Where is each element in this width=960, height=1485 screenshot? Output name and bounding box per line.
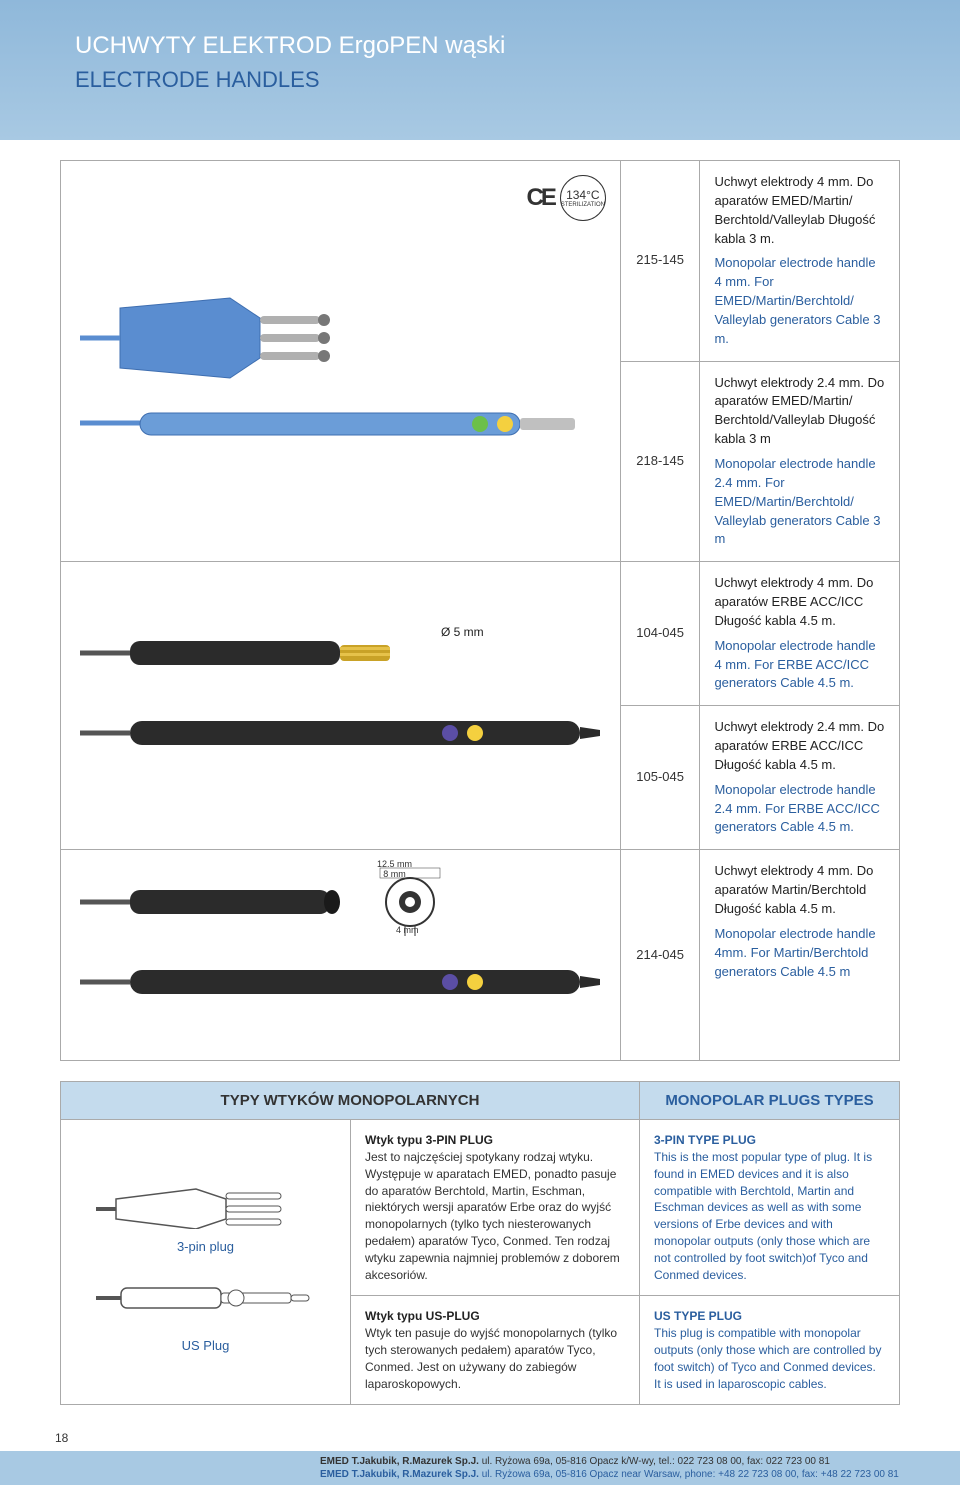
- desc-pl: Uchwyt elektrody 2.4 mm. Do aparatów EME…: [714, 374, 885, 449]
- desc-pl: Uchwyt elektrody 2.4 mm. Do aparatów ERB…: [714, 718, 885, 775]
- ce-mark-icon: CE: [526, 181, 553, 216]
- blue-handle-illustration: [80, 268, 600, 448]
- footer-address-1: ul. Ryżowa 69a, 05-816 Opacz k/W-wy, tel…: [479, 1456, 830, 1467]
- product-table: CE 134°C STERILIZATION: [60, 160, 900, 1061]
- desc-en: Monopolar electrode handle 4mm. For Mart…: [714, 925, 885, 982]
- header-title-pl: UCHWYTY ELEKTROD ErgoPEN wąski: [75, 30, 960, 61]
- product-description: Uchwyt elektrody 2.4 mm. Do aparatów EME…: [700, 361, 900, 562]
- plugs-table: TYPY WTYKÓW MONOPOLARNYCH MONOPOLAR PLUG…: [60, 1081, 900, 1405]
- product-description: Uchwyt elektrody 4 mm. Do aparatów EMED/…: [700, 161, 900, 362]
- footer-company-2: EMED T.Jakubik, R.Mazurek Sp.J.: [320, 1469, 479, 1480]
- product-image-cell: 12.5 mm 8 mm 4 mm: [61, 850, 621, 1061]
- us-plug-illustration: [96, 1268, 316, 1328]
- sterilization-temp: 134°C: [566, 189, 600, 201]
- diameter-label: Ø 5 mm: [441, 624, 484, 641]
- ring-inner-dim: 4 mm: [396, 926, 419, 936]
- page-footer: 18 EMED T.Jakubik, R.Mazurek Sp.J. ul. R…: [0, 1431, 960, 1485]
- plug-a-title-en: 3-PIN TYPE PLUG: [654, 1132, 885, 1149]
- plug-b-text-pl: Wtyk ten pasuje do wyjść monopolarnych (…: [365, 1325, 625, 1392]
- three-pin-plug-illustration: [96, 1169, 316, 1229]
- sterilization-badge: 134°C STERILIZATION: [560, 175, 606, 221]
- product-image-cell: CE 134°C STERILIZATION: [61, 161, 621, 562]
- ring-inner-dim-group: 4 mm: [396, 926, 419, 936]
- product-code: 214-045: [620, 850, 700, 1061]
- desc-pl: Uchwyt elektrody 4 mm. Do aparatów ERBE …: [714, 574, 885, 631]
- page-header: UCHWYTY ELEKTROD ErgoPEN wąski ELECTRODE…: [0, 0, 960, 140]
- product-description: Uchwyt elektrody 4 mm. Do aparatów Marti…: [700, 850, 900, 1061]
- footer-address-2: ul. Ryżowa 69a, 05-816 Opacz near Warsaw…: [479, 1469, 899, 1480]
- plug-a-desc-en: 3-PIN TYPE PLUG This is the most popular…: [639, 1120, 899, 1296]
- plug-name-3pin: 3-pin plug: [75, 1238, 336, 1256]
- plug-name-us: US Plug: [75, 1337, 336, 1355]
- dark-handle-illustration: [80, 613, 600, 793]
- product-description: Uchwyt elektrody 2.4 mm. Do aparatów ERB…: [700, 706, 900, 850]
- plugs-header-en: MONOPOLAR PLUGS TYPES: [639, 1082, 899, 1120]
- desc-en: Monopolar electrode handle 2.4 mm. For E…: [714, 455, 885, 549]
- ring-dimension-labels: 12.5 mm 8 mm: [377, 860, 412, 880]
- desc-pl: Uchwyt elektrody 4 mm. Do aparatów Marti…: [714, 862, 885, 919]
- plug-b-desc-pl: Wtyk typu US-PLUG Wtyk ten pasuje do wyj…: [351, 1296, 640, 1405]
- plug-a-desc-pl: Wtyk typu 3-PIN PLUG Jest to najczęściej…: [351, 1120, 640, 1296]
- sterilization-label: STERILIZATION: [561, 202, 605, 208]
- desc-en: Monopolar electrode handle 4 mm. For EME…: [714, 254, 885, 348]
- footer-strip: EMED T.Jakubik, R.Mazurek Sp.J. ul. Ryżo…: [0, 1451, 960, 1485]
- header-title-en: ELECTRODE HANDLES: [75, 67, 960, 93]
- footer-company-1: EMED T.Jakubik, R.Mazurek Sp.J.: [320, 1456, 479, 1467]
- plug-a-text-en: This is the most popular type of plug. I…: [654, 1149, 885, 1283]
- product-code: 218-145: [620, 361, 700, 562]
- plug-b-text-en: This plug is compatible with monopolar o…: [654, 1325, 885, 1392]
- product-code: 105-045: [620, 706, 700, 850]
- product-code: 104-045: [620, 562, 700, 706]
- plugs-header-pl: TYPY WTYKÓW MONOPOLARNYCH: [61, 1082, 640, 1120]
- plug-illustration-cell: 3-pin plug US Plug: [61, 1120, 351, 1405]
- plug-a-text-pl: Jest to najczęściej spotykany rodzaj wty…: [365, 1149, 625, 1283]
- desc-en: Monopolar electrode handle 2.4 mm. For E…: [714, 781, 885, 838]
- plug-b-title-pl: Wtyk typu US-PLUG: [365, 1308, 625, 1325]
- ring-mid-dim: 8 mm: [377, 870, 412, 880]
- product-description: Uchwyt elektrody 4 mm. Do aparatów ERBE …: [700, 562, 900, 706]
- plug-b-title-en: US TYPE PLUG: [654, 1308, 885, 1325]
- page-number: 18: [0, 1431, 960, 1451]
- desc-pl: Uchwyt elektrody 4 mm. Do aparatów EMED/…: [714, 173, 885, 248]
- plug-b-desc-en: US TYPE PLUG This plug is compatible wit…: [639, 1296, 899, 1405]
- dark-handle-ring-illustration: [80, 862, 600, 1042]
- desc-en: Monopolar electrode handle 4 mm. For ERB…: [714, 637, 885, 694]
- product-code: 215-145: [620, 161, 700, 362]
- plug-a-title-pl: Wtyk typu 3-PIN PLUG: [365, 1132, 625, 1149]
- ce-badge: CE 134°C STERILIZATION: [526, 175, 605, 221]
- product-image-cell: Ø 5 mm: [61, 562, 621, 850]
